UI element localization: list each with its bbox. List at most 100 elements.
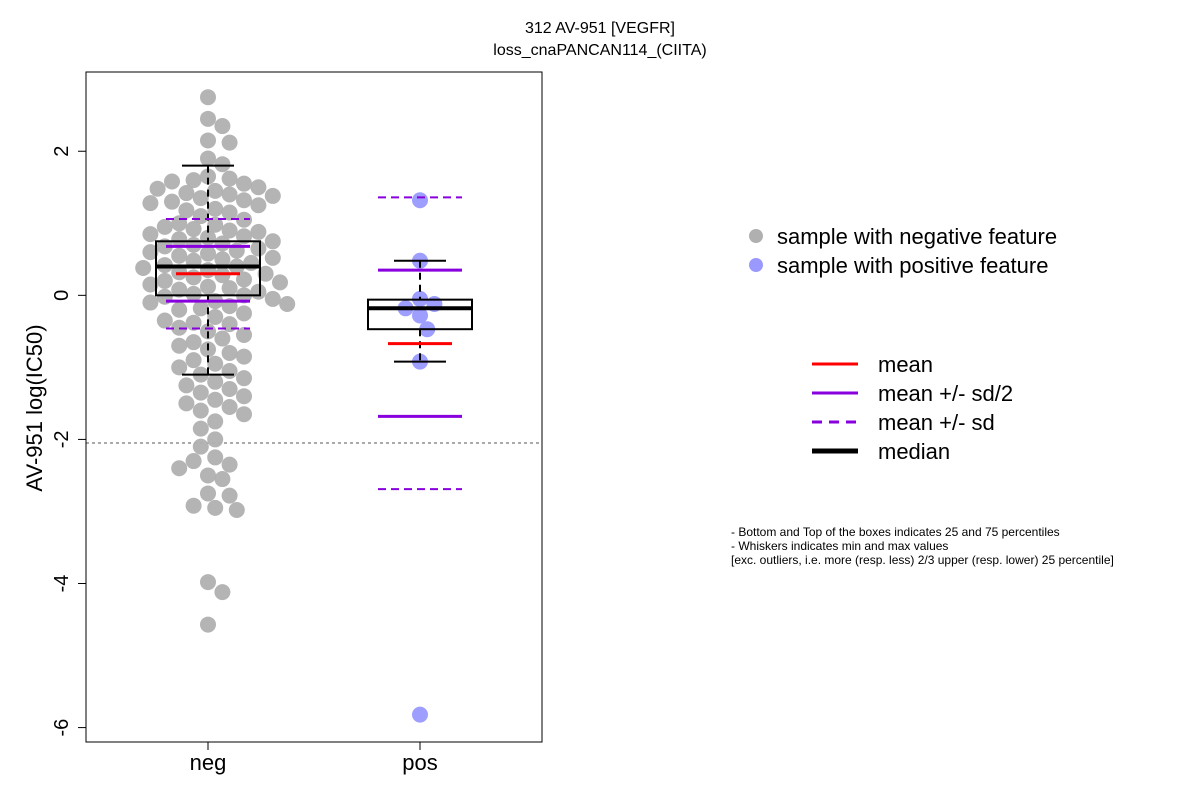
data-point-neg bbox=[200, 485, 216, 502]
data-point-neg bbox=[171, 460, 188, 477]
data-point-neg bbox=[214, 471, 231, 488]
data-point-neg bbox=[264, 187, 281, 204]
data-point-neg bbox=[279, 295, 296, 312]
data-point-neg bbox=[142, 195, 159, 212]
data-point-neg bbox=[221, 204, 238, 221]
data-point-neg bbox=[164, 193, 180, 210]
legend-line-label: mean +/- sd/2 bbox=[878, 381, 1013, 406]
data-point-neg bbox=[264, 290, 281, 307]
data-point-neg bbox=[207, 449, 224, 466]
data-point-neg bbox=[207, 391, 224, 408]
data-point-neg bbox=[200, 616, 216, 633]
data-point-neg bbox=[236, 271, 252, 288]
legend-lines: mean mean +/- sd/2 mean +/- sd median bbox=[812, 352, 1013, 464]
data-point-pos bbox=[412, 192, 428, 209]
data-point-neg bbox=[207, 355, 224, 372]
x-tick-label: pos bbox=[402, 750, 437, 775]
data-point-neg bbox=[185, 453, 202, 470]
data-point-neg bbox=[185, 285, 202, 302]
data-point-neg bbox=[142, 294, 159, 311]
data-point-neg bbox=[228, 502, 245, 519]
data-point-neg bbox=[221, 316, 238, 333]
data-point-neg bbox=[200, 168, 216, 185]
data-point-neg bbox=[257, 265, 274, 282]
data-point-neg bbox=[178, 185, 195, 202]
data-point-neg bbox=[207, 373, 224, 390]
data-point-neg bbox=[236, 192, 252, 209]
data-point-neg bbox=[264, 233, 281, 250]
legend-points: sample with negative feature sample with … bbox=[749, 224, 1057, 278]
data-point-neg bbox=[149, 180, 166, 197]
data-point-neg bbox=[200, 110, 216, 127]
data-point-neg bbox=[221, 170, 238, 187]
data-point-neg bbox=[192, 190, 209, 207]
data-point-pos bbox=[412, 307, 428, 324]
data-point-pos bbox=[412, 706, 428, 723]
data-point-neg bbox=[142, 244, 159, 261]
data-point-neg bbox=[221, 456, 238, 473]
data-point-neg bbox=[236, 406, 252, 423]
data-point-neg bbox=[221, 186, 238, 203]
data-point-neg bbox=[185, 221, 202, 238]
data-point-neg bbox=[178, 377, 195, 394]
legend-line-label: median bbox=[878, 439, 950, 464]
data-point-neg bbox=[171, 231, 188, 248]
legend-line-label: mean bbox=[878, 352, 933, 377]
legend-line-label: mean +/- sd bbox=[878, 410, 995, 435]
data-point-neg bbox=[171, 301, 188, 318]
plot-area: 2 0 -2 -4 -6 neg pos bbox=[51, 89, 542, 775]
y-axis-label: AV-951 log(IC50) bbox=[22, 324, 47, 491]
footnotes: - Bottom and Top of the boxes indicates … bbox=[731, 525, 1114, 567]
data-point-neg bbox=[135, 259, 152, 276]
data-point-neg bbox=[192, 438, 209, 455]
data-point-neg bbox=[236, 388, 252, 405]
data-point-neg bbox=[221, 222, 238, 239]
data-point-neg bbox=[192, 300, 209, 317]
data-point-neg bbox=[185, 269, 202, 286]
data-point-neg bbox=[250, 179, 267, 196]
legend-point-label: sample with negative feature bbox=[777, 224, 1057, 249]
data-point-neg bbox=[250, 283, 267, 300]
data-point-neg bbox=[156, 312, 173, 329]
data-point-neg bbox=[250, 223, 267, 240]
data-point-neg bbox=[236, 326, 252, 343]
data-point-neg bbox=[156, 272, 173, 289]
data-point-neg bbox=[200, 574, 216, 591]
data-point-neg bbox=[236, 305, 252, 322]
data-point-neg bbox=[214, 251, 231, 268]
data-point-neg bbox=[192, 208, 209, 225]
plot-frame bbox=[85, 71, 543, 743]
data-point-neg bbox=[207, 499, 224, 516]
data-point-neg bbox=[221, 362, 238, 379]
data-point-neg bbox=[207, 200, 224, 217]
y-tick-label: -4 bbox=[51, 575, 73, 593]
data-point-neg bbox=[221, 344, 238, 361]
data-point-neg bbox=[171, 337, 188, 354]
data-point-neg bbox=[178, 395, 195, 412]
data-point-neg bbox=[156, 238, 173, 255]
data-point-neg bbox=[236, 228, 252, 245]
data-point-neg bbox=[200, 150, 216, 167]
data-point-neg bbox=[221, 487, 238, 504]
x-tick-label: neg bbox=[190, 750, 227, 775]
data-point-neg bbox=[214, 330, 231, 347]
y-tick-label: -6 bbox=[51, 719, 73, 737]
data-point-neg bbox=[236, 370, 252, 387]
legend-point-marker bbox=[749, 229, 763, 243]
data-point-neg bbox=[214, 235, 231, 252]
data-point-neg bbox=[207, 431, 224, 448]
data-point-neg bbox=[264, 249, 281, 266]
data-point-neg bbox=[214, 584, 231, 601]
legend-point-label: sample with positive feature bbox=[777, 253, 1048, 278]
data-point-neg bbox=[221, 134, 238, 151]
legend-point-marker bbox=[749, 258, 763, 272]
box-pos bbox=[367, 298, 473, 331]
data-point-neg bbox=[207, 308, 224, 325]
data-point-neg bbox=[250, 240, 267, 257]
chart-subtitle: loss_cnaPANCAN114_(CIITA) bbox=[493, 42, 706, 59]
data-point-neg bbox=[142, 276, 159, 293]
chart-title: 312 AV-951 [VEGFR] bbox=[525, 20, 675, 37]
data-point-neg bbox=[250, 197, 267, 214]
data-point-neg bbox=[185, 352, 202, 369]
data-point-neg bbox=[236, 348, 252, 365]
